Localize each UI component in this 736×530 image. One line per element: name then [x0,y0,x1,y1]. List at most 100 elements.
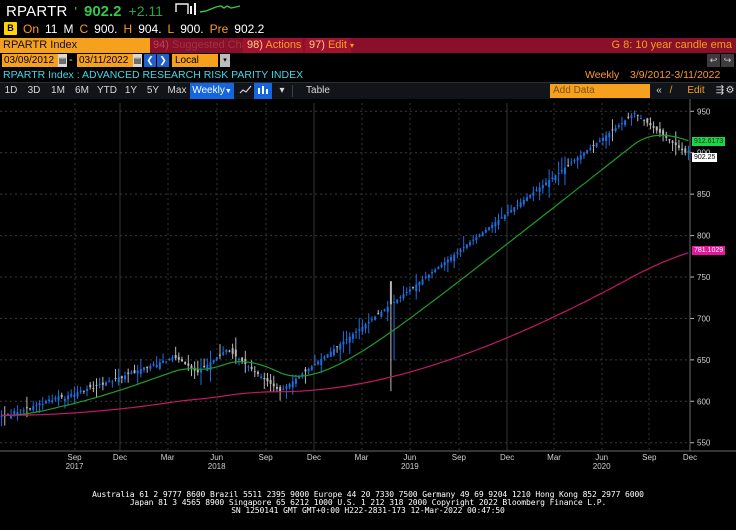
x-axis-month-label: Jun [403,453,417,462]
footer-line-1: Australia 61 2 9777 8600 Brazil 5511 239… [92,490,644,499]
suggested-charts-button[interactable]: 94) Suggested Charts [153,38,260,53]
range-button-1d[interactable]: 1D [4,85,18,96]
x-axis-month-label: Dec [112,453,128,462]
terminal-footer: Australia 61 2 9777 8600 Brazil 5511 239… [0,488,736,530]
start-date-calendar-icon[interactable]: ▤ [58,54,67,67]
range-button-6m[interactable]: 6M [75,85,89,96]
long-ema-value-tag: 781.1029 [692,245,726,255]
collapse-icon[interactable]: « [656,85,662,96]
last-price: 902.2 [83,3,122,20]
open-key: C [79,21,89,36]
high-key: H [123,21,133,36]
suggested-charts-label: Suggested Charts [171,39,261,51]
x-axis-month-label: Dec [682,453,698,462]
suggested-charts-number: 94) [153,39,169,51]
actions-label: Actions [265,39,302,51]
ema-short-line [1,134,689,416]
settings-gear-icon[interactable]: ⚙ [725,85,735,96]
range-button-1y[interactable]: 1Y [124,85,138,96]
add-data-input[interactable]: Add Data [550,84,650,98]
actions-number: 98) [247,39,263,51]
period-flag: M [63,21,74,36]
description-row: RPARTR Index : ADVANCED RESEARCH RISK PA… [0,68,736,82]
chevron-down-icon-edit: ▾ [350,41,355,50]
table-button[interactable]: Table [306,85,330,96]
x-axis-year-label: 2019 [400,462,419,471]
tick-direction-glyph: ' [74,4,77,19]
high-value: 904. [138,21,162,36]
start-date-input[interactable]: 03/09/2012 [2,54,58,67]
on-value: 11 [45,21,58,36]
actions-button[interactable]: 98) Actions ▾ [243,38,309,53]
edit-number: 97) [309,39,325,51]
chart-x-axis: Sep 2017 Dec Mar Jun 2018 Sep Dec Mar Jun 2019 Sep D… [0,450,736,474]
chart-canvas[interactable]: 550600650700750800850900950 [0,99,736,474]
x-axis-year-label: 2018 [207,462,226,471]
x-axis-month-label: Mar [547,453,561,462]
security-ticker[interactable]: RPARTR [6,3,68,20]
more-chart-types-chevron-icon[interactable]: ▾ [279,85,285,96]
currency-select[interactable]: Local CCY [172,54,218,79]
ema-value-tag: 912.6173 [692,137,726,147]
frequency-chevron-down-icon: ▼ [224,88,232,95]
x-axis-year-label: 2017 [65,462,84,471]
range-button-ytd[interactable]: YTD [97,85,117,96]
x-axis-month-label: Dec [306,453,322,462]
currency-chevron-down-icon[interactable]: ▾ [220,54,230,67]
range-button-1m[interactable]: 1M [51,85,65,96]
svg-text:650: 650 [697,356,711,365]
svg-text:700: 700 [697,314,711,323]
frequency-select[interactable]: Weekly▼ [190,83,234,99]
date-range-bar: 03/09/2012 ▤ - 03/11/2022 ▤ ❮ ❯ Local CC… [0,53,736,79]
security-ohlc-line: B On 11 M C 900. H 904. L 900. Pre 902.2 [4,20,264,37]
range-button-max[interactable]: Max [167,85,187,96]
bloomberg-badge-icon: B [4,22,17,35]
prev-close-value: 902.2 [234,21,265,36]
toolbar-divider [292,85,293,97]
x-axis-month-label: Mar [354,453,369,462]
security-header: RPARTR ' 902.2 +2.11 B On 11 M C 900. H … [0,0,736,38]
line-chart-icon[interactable] [236,83,254,99]
pencil-icon[interactable]: / [669,85,673,96]
low-value: 900. [180,21,204,36]
function-bar: RPARTR Index 94) Suggested Charts 98) Ac… [0,38,736,53]
svg-text:850: 850 [697,190,711,199]
date-separator: - [69,54,73,66]
end-date-input[interactable]: 03/11/2022 [77,54,133,67]
undo-icon[interactable]: ↩ [707,54,720,67]
edit-label: Edit [327,39,347,51]
end-date-calendar-icon[interactable]: ▤ [133,54,142,67]
svg-text:750: 750 [697,273,711,282]
x-axis-month-label: Sep [258,453,273,462]
next-period-button[interactable]: ❯ [157,54,169,67]
annotate-icon[interactable]: ⇶ [715,85,725,96]
x-axis-month-label: Sep [67,453,82,462]
x-axis-month-label: Sep [451,453,466,462]
chart-name-label[interactable]: G 8: 10 year candle ema [611,39,732,51]
svg-text:600: 600 [697,397,711,406]
svg-text:800: 800 [697,232,711,241]
on-label: On [23,21,40,36]
price-chart[interactable]: 550600650700750800850900950 912.6173 902… [0,99,736,474]
x-axis-year-label: 2020 [592,462,611,471]
x-axis-month-label: Mar [160,453,175,462]
sparkline-icon [174,2,244,21]
ticker-input[interactable]: RPARTR Index [0,38,150,53]
bar-chart-icon[interactable] [254,83,272,99]
range-button-5y[interactable]: 5Y [146,85,160,96]
ema-long-line [1,252,689,416]
chart-gridlines [0,103,691,451]
chart-candles [0,110,690,427]
range-button-3d[interactable]: 3D [27,85,41,96]
footer-line-3: SN 1250141 GMT GMT+0:00 H222-2831-173 12… [231,506,505,515]
edit-chart-button[interactable]: Edit Chart [684,85,708,112]
open-value: 900. [94,21,118,36]
last-price-tag: 902.25 [692,152,718,162]
prev-period-button[interactable]: ❮ [144,54,156,67]
price-change: +2.11 [128,3,163,19]
x-axis-month-label: Jun [210,453,224,462]
footer-line-2: Japan 81 3 4565 8900 Singapore 65 6212 1… [129,498,607,507]
redo-icon[interactable]: ↪ [721,54,734,67]
edit-button[interactable]: 97) Edit ▾ [305,38,355,53]
